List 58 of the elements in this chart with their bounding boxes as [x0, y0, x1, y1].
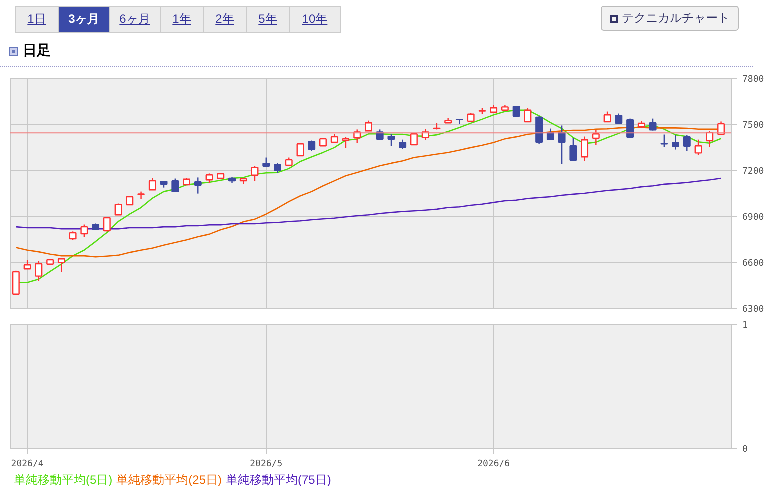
- candlestick: [138, 191, 146, 200]
- candlestick: [12, 270, 20, 295]
- text: 単純移動平均(75日): [226, 473, 332, 487]
- candlestick: [296, 142, 304, 157]
- candlestick: [194, 177, 202, 194]
- text: 3ヶ月: [58, 6, 110, 34]
- y-tick-label: 7800: [742, 75, 764, 85]
- candlestick: [626, 118, 634, 140]
- candlestick: [660, 134, 668, 148]
- candlestick: [558, 125, 566, 165]
- candlestick: [35, 260, 43, 282]
- y-tick-label: 0: [742, 445, 748, 455]
- text: 10年: [289, 6, 341, 34]
- candlestick: [206, 173, 214, 184]
- x-tick-label: 2026/4: [11, 460, 44, 470]
- candlestick: [388, 134, 396, 148]
- candlestick: [683, 134, 691, 152]
- candlestick: [592, 130, 600, 146]
- candlestick: [456, 118, 464, 126]
- y-tick-label: 1: [742, 321, 748, 331]
- candlestick: [672, 134, 680, 150]
- text: 単純移動平均(25日): [116, 473, 222, 487]
- candlestick: [80, 224, 88, 238]
- text: 1日: [15, 6, 59, 34]
- candlestick: [148, 178, 156, 191]
- candlestick: [58, 257, 66, 273]
- text: 1年: [160, 6, 204, 34]
- y-tick-label: 7500: [742, 121, 764, 131]
- candlestick: [524, 107, 532, 123]
- candlestick: [24, 259, 32, 270]
- y-tick-label: 6600: [742, 259, 764, 269]
- chart-title: 日足: [0, 40, 753, 67]
- candlestick: [718, 121, 725, 136]
- y-tick-label: 7200: [742, 167, 764, 177]
- candlestick: [694, 139, 702, 156]
- candlestick: [512, 106, 520, 117]
- candlestick: [649, 118, 657, 132]
- candlestick: [581, 136, 589, 162]
- candlestick: [399, 139, 407, 150]
- y-tick-label: 6300: [742, 305, 764, 315]
- x-tick-label: 2026/6: [478, 460, 510, 470]
- text: テクニカルチャート: [601, 6, 739, 32]
- candlestick: [365, 120, 372, 132]
- y-tick-label: 6900: [742, 213, 764, 223]
- candlestick: [570, 138, 578, 161]
- x-tick-label: 2026/5: [250, 460, 283, 470]
- candlestick: [274, 162, 282, 174]
- candlestick: [706, 130, 714, 148]
- candlestick: [103, 216, 111, 232]
- text: 単純移動平均(5日): [14, 473, 113, 487]
- text: 2年: [203, 6, 247, 34]
- candlestick: [615, 113, 623, 124]
- text: 6ヶ月: [109, 6, 161, 34]
- candlestick: [251, 165, 259, 182]
- candlestick: [604, 111, 612, 123]
- candlestick: [172, 178, 180, 194]
- candlestick: [342, 136, 350, 150]
- text: 5年: [246, 6, 290, 34]
